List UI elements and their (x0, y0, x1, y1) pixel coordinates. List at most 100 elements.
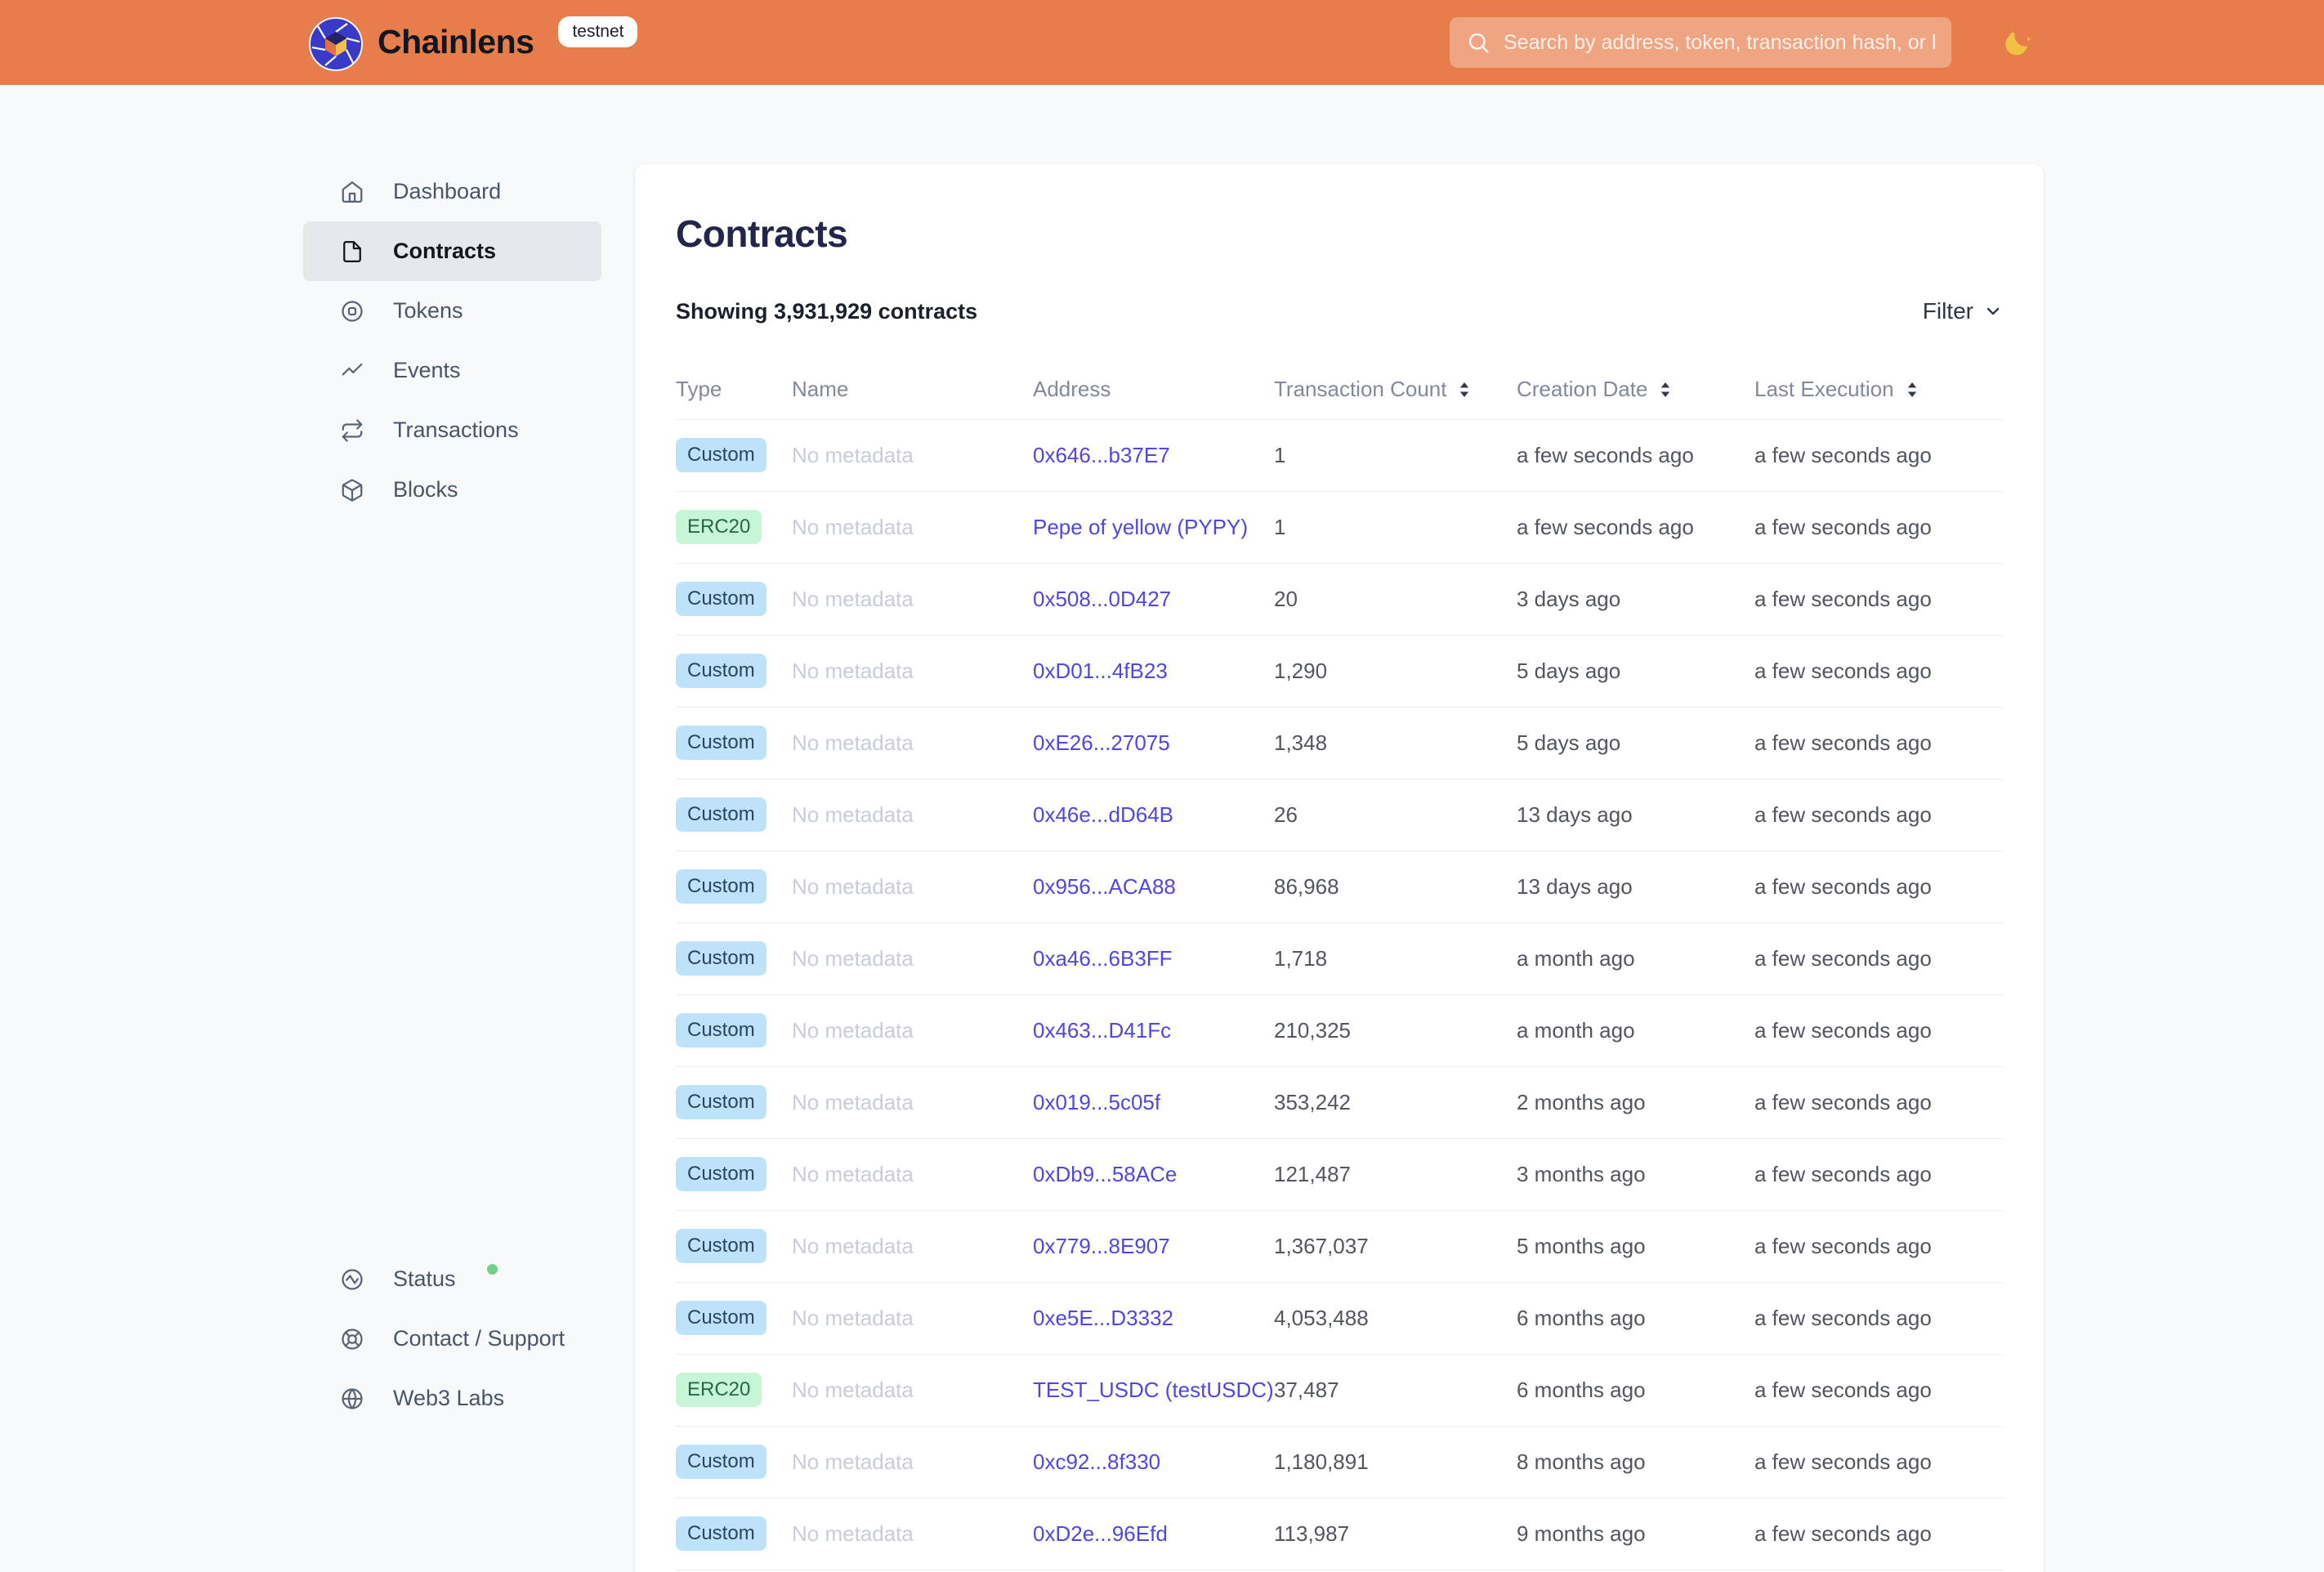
last-execution: a few seconds ago (1754, 1065, 2003, 1138)
table-row: ERC20 No metadata Pepe of yellow (PYPY) 1 a … (676, 490, 2003, 563)
table-row: Custom No metadata 0x46e...dD64B 26 13 days … (676, 778, 2003, 851)
transaction-count: 1,290 (1274, 634, 1517, 707)
contract-name: No metadata (792, 850, 1033, 922)
column-header-name: Name (792, 360, 1033, 419)
chainlens-logo-icon (309, 16, 363, 71)
contract-address-link[interactable]: 0xc92...8f330 (1033, 1449, 1161, 1474)
table-row: ERC20 No metadata TEST_USDC (testUSDC) 37,4… (676, 1353, 2003, 1426)
creation-date: a few seconds ago (1517, 490, 1754, 563)
creation-date: 5 days ago (1517, 706, 1754, 779)
contract-address-link[interactable]: 0xe5E...D3332 (1033, 1305, 1174, 1330)
brand-name: Chainlens (378, 22, 534, 60)
search-input[interactable] (1504, 30, 1935, 55)
transaction-count: 121,487 (1274, 1137, 1517, 1210)
creation-date: 3 months ago (1517, 1137, 1754, 1210)
sort-icon[interactable] (1456, 380, 1473, 400)
contract-name: No metadata (792, 994, 1033, 1066)
filter-button[interactable]: Filter (1923, 298, 2003, 324)
contract-name: No metadata (792, 490, 1033, 563)
contract-address-link[interactable]: TEST_USDC (testUSDC) (1033, 1377, 1274, 1402)
contract-type-badge: Custom (676, 869, 766, 904)
sort-icon[interactable] (1904, 380, 1920, 400)
filter-label: Filter (1922, 298, 1973, 324)
transaction-count: 37,487 (1274, 1353, 1517, 1426)
table-row: Custom No metadata 0xa46...6B3FF 1,718 a mon… (676, 922, 2003, 994)
sidebar-item-dashboard[interactable]: Dashboard (303, 162, 601, 221)
contract-name: No metadata (792, 1065, 1033, 1138)
page-title: Contracts (676, 212, 848, 255)
sidebar-item-label: Transactions (393, 418, 519, 442)
events-icon (340, 359, 364, 383)
contract-address-link[interactable]: Pepe of yellow (PYPY) (1033, 514, 1249, 539)
lifebuoy-icon (340, 1327, 364, 1351)
contract-name: No metadata (792, 1281, 1033, 1354)
creation-date: 8 months ago (1517, 1425, 1754, 1498)
table-row: Custom No metadata 0xE26...27075 1,348 5 day… (676, 706, 2003, 779)
creation-date: 6 months ago (1517, 1281, 1754, 1354)
contract-type-badge: Custom (676, 1013, 766, 1047)
column-label: Type (676, 377, 722, 402)
transaction-count: 1,718 (1274, 922, 1517, 994)
column-header-transaction-count[interactable]: Transaction Count (1274, 360, 1517, 419)
contract-name: No metadata (792, 562, 1033, 635)
creation-date: a month ago (1517, 922, 1754, 994)
table-row: Custom No metadata 0x463...D41Fc 210,325 a m… (676, 994, 2003, 1066)
contract-type-badge: Custom (676, 726, 766, 760)
sidebar-item-web3labs[interactable]: Web3 Labs (303, 1369, 601, 1428)
sidebar-item-blocks[interactable]: Blocks (303, 460, 601, 520)
last-execution: a few seconds ago (1754, 1209, 2003, 1282)
contract-address-link[interactable]: 0xE26...27075 (1033, 730, 1170, 755)
contract-name: No metadata (792, 778, 1033, 851)
table-row: Custom No metadata 0x779...8E907 1,367,037 5… (676, 1209, 2003, 1282)
sidebar-item-contact[interactable]: Contact / Support (303, 1309, 601, 1369)
sidebar-item-transactions[interactable]: Transactions (303, 400, 601, 460)
contract-address-link[interactable]: 0xa46...6B3FF (1033, 945, 1173, 971)
contract-name: No metadata (792, 1209, 1033, 1282)
column-header-creation-date[interactable]: Creation Date (1517, 360, 1754, 419)
last-execution: a few seconds ago (1754, 1137, 2003, 1210)
brand[interactable]: Chainlens testnet (309, 15, 638, 71)
contract-name: No metadata (792, 922, 1033, 994)
home-icon (340, 180, 364, 204)
last-execution: a few seconds ago (1754, 850, 2003, 922)
last-execution: a few seconds ago (1754, 1497, 2003, 1570)
contract-address-link[interactable]: 0xD01...4fB23 (1033, 658, 1168, 683)
creation-date: 5 days ago (1517, 634, 1754, 707)
sidebar-item-label: Dashboard (393, 179, 502, 203)
table-row: Custom No metadata 0xD2e...96Efd 113,987 9 m… (676, 1497, 2003, 1570)
column-header-type: Type (676, 360, 792, 419)
search-bar[interactable] (1450, 17, 1951, 68)
sidebar-item-contracts[interactable]: Contracts (303, 221, 601, 281)
column-header-last-execution[interactable]: Last Execution (1754, 360, 2003, 419)
table-row: Custom No metadata 0xD01...4fB23 1,290 5 day… (676, 634, 2003, 707)
table-row: Custom No metadata 0xDb9...58ACe 121,487 3 m… (676, 1137, 2003, 1210)
contract-address-link[interactable]: 0x779...8E907 (1033, 1233, 1170, 1258)
sidebar-item-label: Status (393, 1266, 456, 1291)
moon-icon (2005, 31, 2031, 56)
sort-icon[interactable] (1657, 380, 1674, 400)
contract-type-badge: Custom (676, 438, 766, 472)
sidebar-item-tokens[interactable]: Tokens (303, 281, 601, 341)
contract-address-link[interactable]: 0x463...D41Fc (1033, 1017, 1172, 1043)
table-row: Custom No metadata 0x019...5c05f 353,242 2 m… (676, 1065, 2003, 1138)
contract-address-link[interactable]: 0x019...5c05f (1033, 1089, 1161, 1114)
transaction-count: 1 (1274, 490, 1517, 563)
testnet-badge: testnet (558, 16, 638, 47)
contract-address-link[interactable]: 0x956...ACA88 (1033, 873, 1176, 899)
dark-mode-toggle[interactable] (2000, 25, 2036, 60)
column-label: Name (792, 377, 849, 402)
contract-address-link[interactable]: 0x508...0D427 (1033, 586, 1172, 611)
contract-name: No metadata (792, 1137, 1033, 1210)
contract-type-badge: ERC20 (676, 1373, 762, 1407)
contract-type-badge: Custom (676, 582, 766, 616)
contract-address-link[interactable]: 0xDb9...58ACe (1033, 1161, 1178, 1186)
transaction-count: 1,348 (1274, 706, 1517, 779)
contract-address-link[interactable]: 0x46e...dD64B (1033, 802, 1174, 827)
sidebar-item-events[interactable]: Events (303, 341, 601, 400)
last-execution: a few seconds ago (1754, 418, 2003, 491)
contract-address-link[interactable]: 0xD2e...96Efd (1033, 1521, 1168, 1546)
contract-address-link[interactable]: 0x646...b37E7 (1033, 442, 1170, 467)
transaction-count: 86,968 (1274, 850, 1517, 922)
sidebar-item-status[interactable]: Status (303, 1249, 601, 1309)
sidebar-item-label: Contact / Support (393, 1326, 565, 1351)
